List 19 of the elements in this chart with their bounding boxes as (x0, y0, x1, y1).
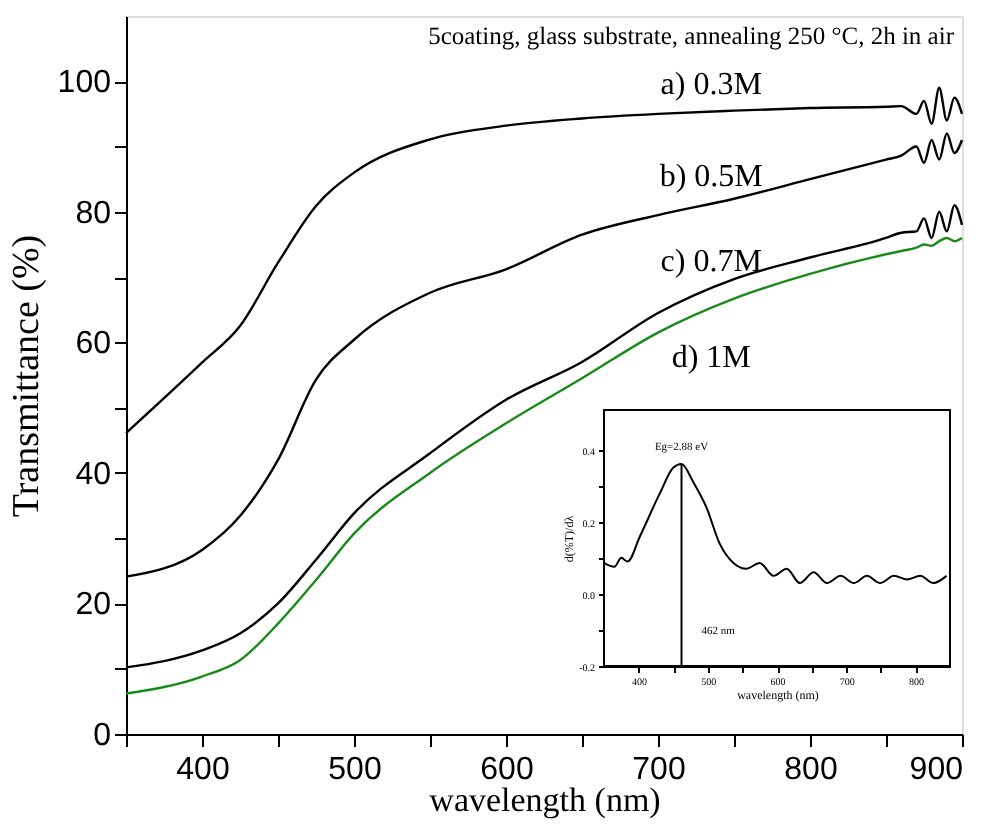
series-label: c) 0.7M (660, 245, 762, 280)
x-tick-label: 400 (176, 753, 230, 787)
y-tick-label: 40 (75, 457, 112, 492)
y-axis-title: Transmittance (%) (5, 234, 48, 518)
y-tick-label: 80 (75, 196, 112, 231)
x-axis-title: wavelength (nm) (429, 781, 661, 819)
y-tick-label: 20 (75, 588, 112, 623)
y-tick-label: 0 (93, 719, 112, 753)
x-tick-label: 800 (784, 753, 838, 787)
series-label: a) 0.3M (660, 67, 762, 102)
y-tick-label: 60 (75, 327, 112, 362)
y-tick-label: 100 (57, 66, 112, 101)
x-tick-label: 900 (909, 753, 964, 787)
annotation: 5coating, glass substrate, annealing 250 °C, 2h in air (428, 22, 956, 50)
series-label: b) 0.5M (659, 159, 763, 194)
x-tick-label: 500 (328, 753, 382, 787)
series-label: d) 1M (671, 340, 751, 375)
x-tick-label: 700 (632, 753, 686, 787)
x-tick-label: 600 (480, 753, 534, 787)
